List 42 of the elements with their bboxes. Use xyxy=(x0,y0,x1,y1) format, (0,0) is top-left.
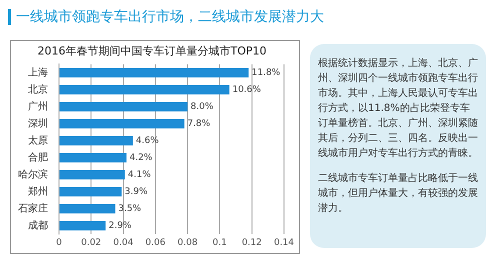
data-label: 11.8% xyxy=(252,68,281,78)
data-label: 4.6% xyxy=(136,136,160,146)
bar xyxy=(60,170,125,180)
x-tick-label: 0.1 xyxy=(212,238,227,248)
y-tick-label: 合肥 xyxy=(28,151,48,164)
bar xyxy=(60,187,122,196)
y-tick-label: 太原 xyxy=(28,134,48,146)
x-tick-label: 0.04 xyxy=(113,238,134,248)
text: 根据统计数据显示，上海、北京、广州、深圳四个一线城市领跑专车出行市场。其中，上海人民最认可专车出行方式，以11.8%的占比荣登专车订单量榜首。北京、广州、深圳紧随其后，分列二、三、四名。反映出一线城市用户对专车出行方式的青睐。 xyxy=(318,56,478,161)
bar xyxy=(60,68,249,78)
data-label: 10.6% xyxy=(232,85,262,96)
y-tick-label: 广州 xyxy=(28,100,48,112)
data-label: 8.0% xyxy=(190,102,214,112)
x-tick-label: 0.08 xyxy=(178,238,198,248)
data-label: 4.1% xyxy=(128,170,152,180)
bar xyxy=(60,221,106,230)
data-label: 3.9% xyxy=(124,187,148,198)
bar xyxy=(60,153,126,162)
chart-subtitle: 2016年春节期间中国专车订单量分城市TOP10 xyxy=(37,44,267,58)
y-tick-label: 深圳 xyxy=(28,117,48,130)
x-tick-label: 0.12 xyxy=(242,238,262,248)
x-tick-label: 0.14 xyxy=(274,238,294,248)
bar xyxy=(60,85,230,94)
y-tick-label: 上海 xyxy=(28,66,48,78)
x-tick-label: 0 xyxy=(56,238,62,248)
bar xyxy=(60,119,184,128)
bar xyxy=(60,204,116,214)
x-tick-label: 0.06 xyxy=(145,238,166,248)
data-label: 7.8% xyxy=(187,119,211,130)
bar xyxy=(60,102,188,112)
data-label: 2.9% xyxy=(108,221,132,232)
data-label: 4.2% xyxy=(129,153,153,164)
y-tick-label: 郑州 xyxy=(28,185,48,198)
x-tick-label: 0.02 xyxy=(81,238,102,248)
data-label: 3.5% xyxy=(118,204,142,214)
y-tick-label: 成都 xyxy=(28,219,48,232)
bar xyxy=(60,136,133,146)
y-tick-label: 北京 xyxy=(28,83,48,96)
y-tick-label: 哈尔滨 xyxy=(18,168,48,180)
chart-title: 一线城市领跑专车出行市场，二线城市发展潜力大 xyxy=(16,8,324,26)
text: 二线城市专车订单量占比略低于一线城市，但用户体量大，有较强的发展潜力。 xyxy=(318,172,478,216)
y-tick-label: 石家庄 xyxy=(18,202,48,214)
